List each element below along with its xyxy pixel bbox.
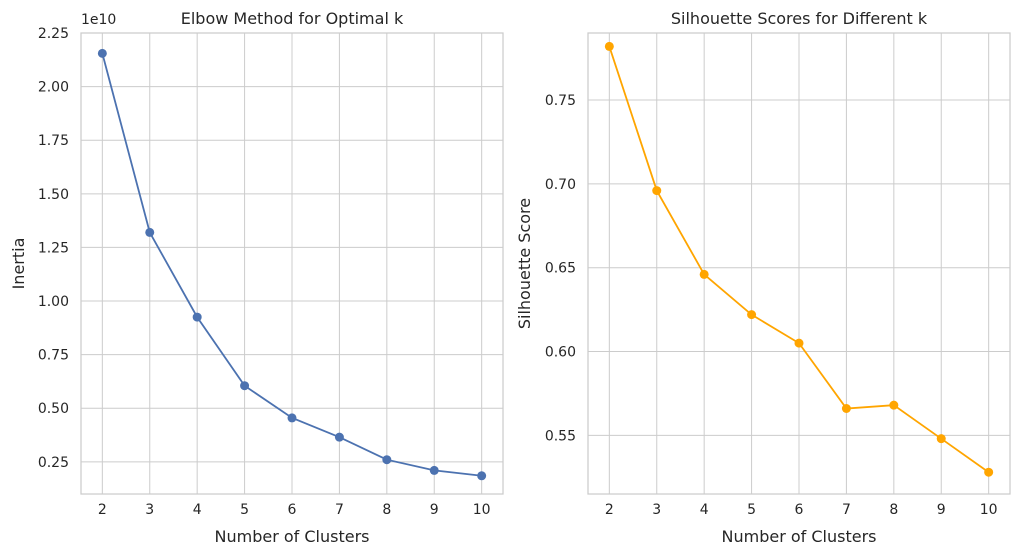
elbow-data-point — [287, 413, 297, 423]
elbow-y-tick-label: 1.25 — [38, 240, 69, 256]
elbow-data-point — [240, 381, 250, 391]
elbow-data-point — [97, 48, 107, 58]
elbow-y-tick-label: 0.50 — [38, 401, 69, 417]
elbow-y-tick-label: 0.75 — [38, 348, 69, 364]
silhouette-chart: 2 3 4 5 6 7 8 9 10 0.55 0.60 0.65 0.70 0.75 Silhouet… — [515, 9, 1011, 546]
silhouette-data-point — [652, 186, 662, 196]
elbow-y-tick-label: 0.25 — [38, 455, 69, 471]
silhouette-x-tick-label: 7 — [842, 502, 851, 518]
silhouette-series — [604, 41, 994, 477]
silhouette-y-tick-label: 0.70 — [545, 177, 576, 193]
silhouette-x-ticks: 2 3 4 5 6 7 8 9 10 — [605, 502, 998, 518]
silhouette-y-tick-label: 0.65 — [545, 261, 576, 277]
silhouette-x-tick-label: 9 — [937, 502, 946, 518]
elbow-x-tick-label: 8 — [382, 502, 391, 518]
elbow-x-tick-label: 4 — [193, 502, 202, 518]
silhouette-x-tick-label: 4 — [700, 502, 709, 518]
elbow-y-tick-label: 1.75 — [38, 133, 69, 149]
silhouette-x-tick-label: 5 — [747, 502, 756, 518]
elbow-data-point — [192, 312, 202, 322]
elbow-x-tick-label: 6 — [288, 502, 297, 518]
elbow-series — [97, 48, 487, 481]
elbow-y-ticks: 0.25 0.50 0.75 1.00 1.25 1.50 1.75 2.00 2.25 — [38, 26, 69, 471]
silhouette-data-point — [794, 338, 804, 348]
elbow-y-tick-label: 1.00 — [38, 294, 69, 310]
elbow-x-tick-label: 10 — [473, 502, 491, 518]
elbow-grid — [81, 32, 503, 494]
silhouette-x-axis-label: Number of Clusters — [722, 527, 877, 546]
elbow-data-point — [429, 465, 439, 475]
silhouette-y-tick-label: 0.60 — [545, 345, 576, 361]
silhouette-data-point — [699, 269, 709, 279]
elbow-y-tick-label: 2.00 — [38, 80, 69, 96]
silhouette-y-tick-label: 0.75 — [545, 93, 576, 109]
elbow-x-tick-label: 2 — [98, 502, 107, 518]
silhouette-data-point — [889, 400, 899, 410]
elbow-x-ticks: 2 3 4 5 6 7 8 9 10 — [98, 502, 491, 518]
elbow-x-tick-label: 5 — [240, 502, 249, 518]
elbow-y-tick-label: 1.50 — [38, 187, 69, 203]
elbow-x-tick-label: 3 — [145, 502, 154, 518]
elbow-data-point — [477, 471, 487, 481]
elbow-plot-frame — [80, 32, 504, 495]
silhouette-y-ticks: 0.55 0.60 0.65 0.70 0.75 — [545, 93, 576, 444]
silhouette-plot-frame — [587, 32, 1011, 495]
elbow-data-point — [382, 455, 392, 465]
silhouette-data-point — [984, 467, 994, 477]
silhouette-y-axis-label: Silhouette Score — [515, 198, 534, 329]
silhouette-x-tick-label: 10 — [980, 502, 998, 518]
silhouette-data-point — [841, 404, 851, 414]
elbow-chart: 2 3 4 5 6 7 8 9 10 0.25 0.50 0.75 1.00 1.25 1.50 1.75 2… — [9, 9, 504, 546]
elbow-y-offset-label: 1e10 — [81, 12, 116, 28]
elbow-y-tick-label: 2.25 — [38, 26, 69, 42]
elbow-data-point — [334, 432, 344, 442]
silhouette-data-point — [604, 41, 614, 51]
elbow-x-axis-label: Number of Clusters — [215, 527, 370, 546]
silhouette-chart-title: Silhouette Scores for Different k — [671, 9, 928, 28]
elbow-y-axis-label: Inertia — [9, 238, 28, 290]
silhouette-data-point — [936, 434, 946, 444]
silhouette-y-tick-label: 0.55 — [545, 428, 576, 444]
elbow-x-tick-label: 9 — [430, 502, 439, 518]
elbow-data-point — [145, 227, 155, 237]
elbow-chart-title: Elbow Method for Optimal k — [181, 9, 404, 28]
silhouette-x-tick-label: 3 — [652, 502, 661, 518]
silhouette-x-tick-label: 2 — [605, 502, 614, 518]
silhouette-x-tick-label: 8 — [889, 502, 898, 518]
elbow-x-tick-label: 7 — [335, 502, 344, 518]
silhouette-grid — [588, 33, 1010, 494]
silhouette-x-tick-label: 6 — [795, 502, 804, 518]
silhouette-data-point — [747, 310, 757, 320]
